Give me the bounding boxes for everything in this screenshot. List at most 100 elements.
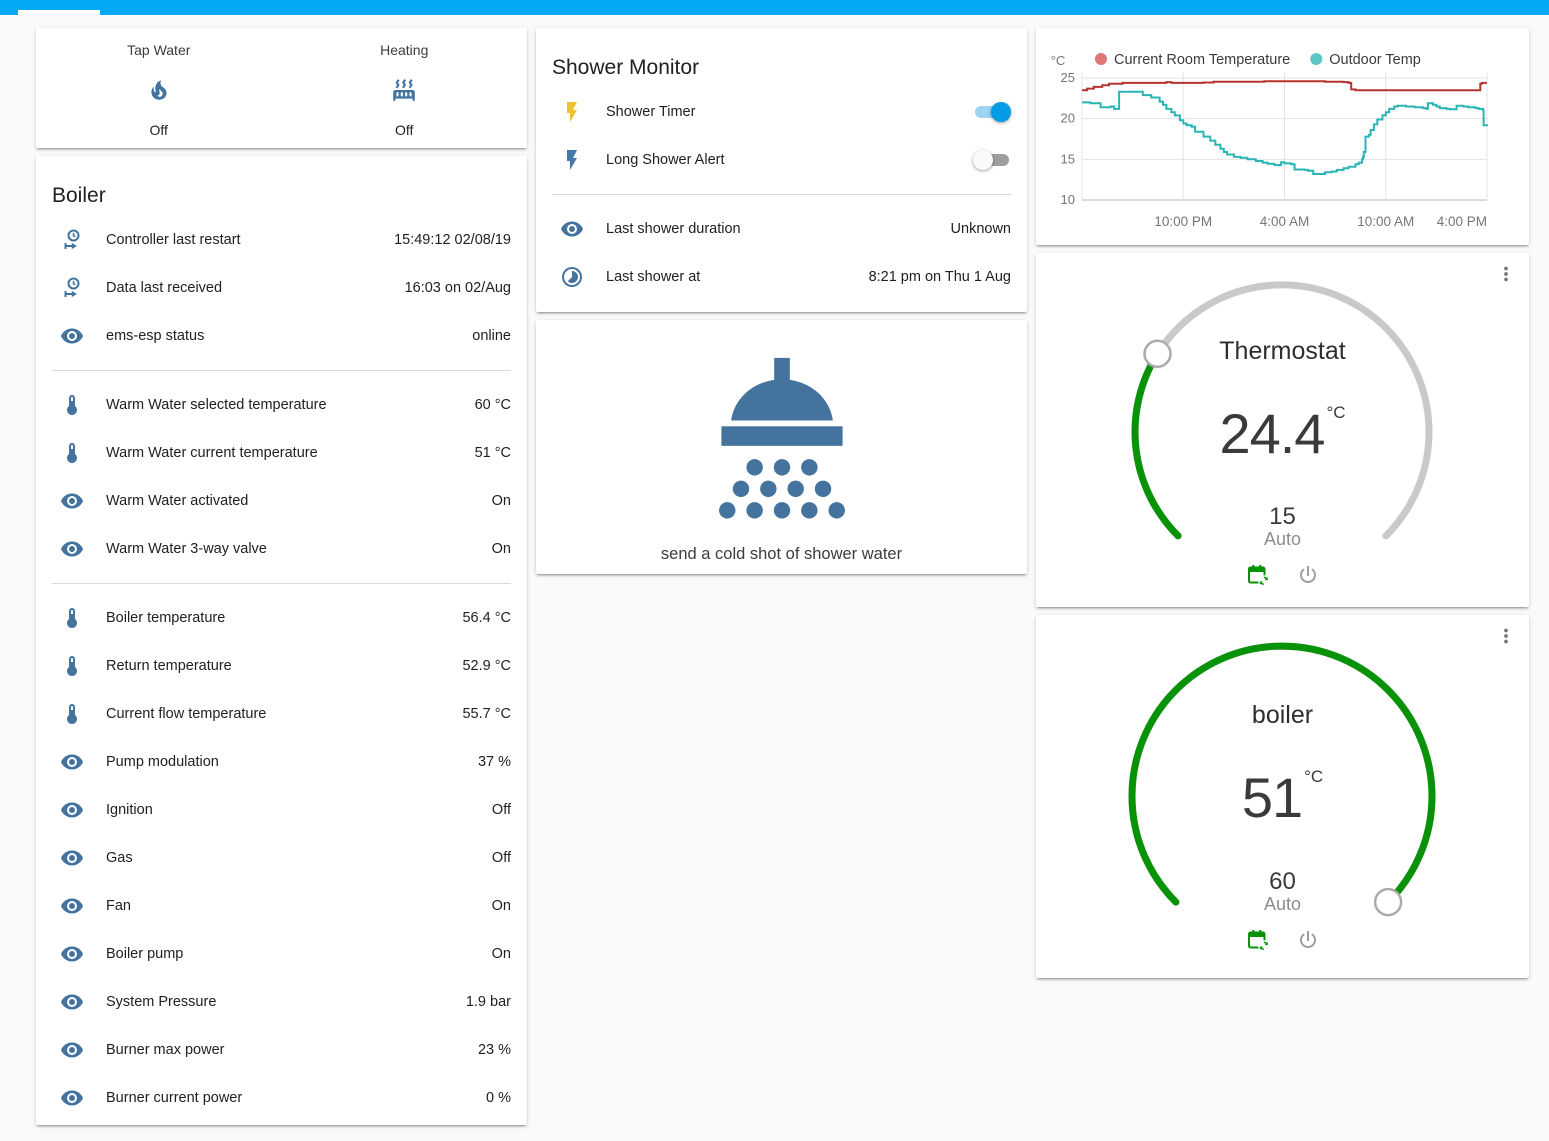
entity-label: Last shower duration — [606, 221, 741, 237]
divider — [52, 370, 511, 371]
thermometer-icon — [60, 441, 84, 465]
entity-label: Data last received — [106, 280, 223, 296]
entity-row[interactable]: Last shower at 8:21 pm on Thu 1 Aug — [536, 253, 1027, 301]
entity-row[interactable]: Warm Water current temperature 51 °C — [36, 429, 527, 477]
entity-row[interactable]: System Pressure 1.9 bar — [36, 978, 527, 1026]
entity-row[interactable]: Current flow temperature 55.7 °C — [36, 690, 527, 738]
eye-icon — [60, 750, 84, 774]
eye-icon — [560, 217, 584, 241]
shower-action-label: send a cold shot of shower water — [660, 545, 903, 563]
entity-row[interactable]: Pump modulation 37 % — [36, 738, 527, 786]
y-tick-label: 25 — [1061, 70, 1075, 85]
entity-row[interactable]: Warm Water activated On — [36, 477, 527, 525]
entity-label: Ignition — [106, 802, 153, 818]
eye-icon — [60, 1038, 84, 1062]
entity-label: ems-esp status — [106, 328, 205, 344]
entity-row[interactable]: Data last received 16:03 on 02/Aug — [36, 264, 527, 312]
entity-label: Warm Water current temperature — [106, 445, 318, 461]
entity-label: Last shower at — [606, 269, 701, 285]
legend-label[interactable]: Current Room Temperature — [1114, 52, 1290, 68]
entity-value: 51 °C — [474, 445, 511, 461]
entity-row[interactable]: Last shower duration Unknown — [536, 205, 1027, 253]
glance-label: Heating — [380, 42, 429, 58]
dial-handle[interactable] — [1373, 887, 1403, 917]
entity-row[interactable]: Return temperature 52.9 °C — [36, 642, 527, 690]
entity-row[interactable]: Burner max power 23 % — [36, 1026, 527, 1074]
y-tick-label: 20 — [1061, 111, 1075, 126]
entity-row[interactable]: ems-esp status online — [36, 312, 527, 360]
entity-row[interactable]: Ignition Off — [36, 786, 527, 834]
y-tick-label: 15 — [1061, 151, 1075, 166]
entity-value: 23 % — [477, 1042, 511, 1058]
entity-value: online — [472, 328, 511, 344]
active-tab-indicator[interactable] — [18, 10, 100, 15]
entity-value: On — [491, 493, 511, 509]
entity-label: Pump modulation — [106, 754, 219, 770]
entity-row[interactable]: Burner current power 0 % — [36, 1074, 527, 1122]
entity-label: Shower Timer — [606, 104, 696, 120]
temperature-history-chart: 10 15 20 25 10:00 PM 4:00 AM 10:00 AM 4:00 PM °C… — [1051, 52, 1488, 229]
dial-handle[interactable] — [1143, 339, 1172, 369]
timelapse-icon — [560, 265, 584, 289]
entity-value: On — [491, 946, 511, 962]
shower-cold-shot-button-card[interactable]: send a cold shot of shower water — [536, 320, 1027, 574]
entity-label: Return temperature — [106, 658, 232, 674]
entity-label: Controller last restart — [106, 232, 241, 248]
entity-row[interactable]: Gas Off — [36, 834, 527, 882]
entity-value: 8:21 pm on Thu 1 Aug — [868, 269, 1011, 285]
power-mode-button[interactable] — [1296, 928, 1320, 952]
toggle-switch[interactable] — [973, 150, 1011, 170]
boiler-dial-card: boiler 51 °C 60 Auto — [1036, 615, 1529, 978]
glance-item-heating[interactable]: Heating Off — [282, 42, 528, 138]
series-line — [1082, 80, 1487, 92]
entity-row[interactable]: Boiler pump On — [36, 930, 527, 978]
entity-value: 16:03 on 02/Aug — [404, 280, 511, 296]
entity-value: On — [491, 898, 511, 914]
entity-value: 55.7 °C — [462, 706, 511, 722]
card-title-boiler: Boiler — [52, 184, 106, 207]
x-tick-label: 4:00 AM — [1260, 214, 1310, 229]
entity-row[interactable]: Controller last restart 15:49:12 02/08/19 — [36, 216, 527, 264]
glance-item-tap-water[interactable]: Tap Water Off — [36, 42, 282, 138]
entity-row[interactable]: Fan On — [36, 882, 527, 930]
entity-value: 52.9 °C — [462, 658, 511, 674]
thermometer-icon — [60, 606, 84, 630]
card-title-shower-monitor: Shower Monitor — [552, 56, 700, 79]
eye-icon — [60, 1086, 84, 1110]
more-menu-icon[interactable] — [1493, 261, 1519, 287]
entity-value: 37 % — [477, 754, 511, 770]
glance-state: Off — [395, 122, 414, 138]
calendar-sync-mode-button[interactable] — [1246, 928, 1270, 952]
radiator-icon — [391, 77, 417, 103]
series-line — [1082, 90, 1488, 175]
flash-icon — [560, 100, 584, 124]
toggle-switch[interactable] — [973, 102, 1011, 122]
entity-value: Unknown — [950, 221, 1011, 237]
shower-head-icon — [688, 354, 876, 531]
entity-label: Warm Water activated — [106, 493, 249, 509]
entity-row[interactable]: Boiler temperature 56.4 °C — [36, 594, 527, 642]
eye-icon — [60, 489, 84, 513]
entity-row[interactable]: Warm Water 3-way valve On — [36, 525, 527, 573]
entity-row[interactable]: Warm Water selected temperature 60 °C — [36, 381, 527, 429]
y-axis-unit-label: °C — [1051, 53, 1066, 68]
tap-heating-glance-card: Tap Water Off Heating Off — [36, 28, 527, 148]
power-mode-button[interactable] — [1296, 563, 1320, 587]
entity-label: Boiler temperature — [106, 610, 226, 626]
eye-icon — [60, 894, 84, 918]
legend-label[interactable]: Outdoor Temp — [1329, 52, 1421, 68]
entity-label: Gas — [106, 850, 133, 866]
dial-track-arc — [1131, 281, 1433, 540]
entity-label: Burner max power — [106, 1042, 225, 1058]
glance-label: Tap Water — [127, 42, 191, 58]
entity-label: System Pressure — [106, 994, 217, 1010]
thermometer-icon — [60, 702, 84, 726]
eye-icon — [60, 942, 84, 966]
toggle-row-shower-timer: Shower Timer — [536, 88, 1027, 136]
more-menu-icon[interactable] — [1493, 623, 1519, 649]
entity-label: Boiler pump — [106, 946, 184, 962]
shower-monitor-card: Shower Monitor Shower Timer Long Shower A… — [536, 28, 1027, 312]
boiler-entities-card: Boiler Controller last restart 15:49:12 0… — [36, 156, 527, 1125]
x-tick-label: 10:00 AM — [1357, 214, 1414, 229]
calendar-sync-mode-button[interactable] — [1246, 563, 1270, 587]
